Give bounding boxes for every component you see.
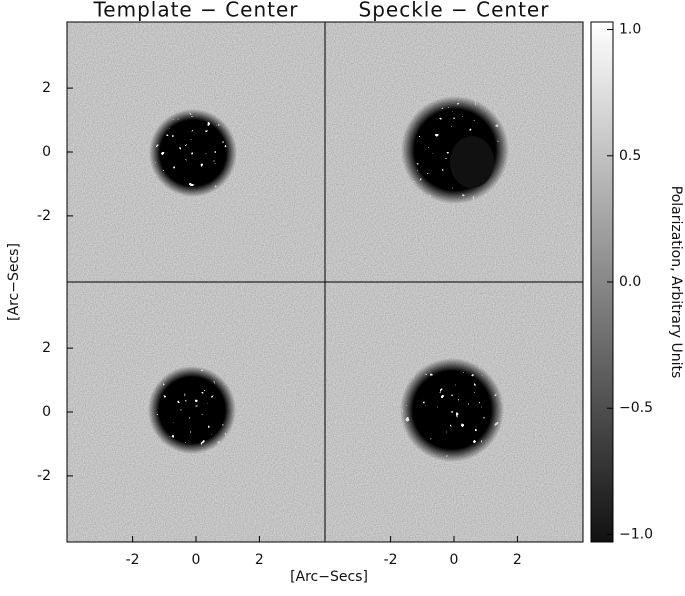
dark-lobe [450,136,494,188]
speckle-blob [395,352,515,472]
x-axis-label: [Arc−Secs] [290,569,368,585]
colorbar-tick-label: −0.5 [619,400,653,416]
speckle-blob [140,356,250,466]
y-tick-label: 0 [42,404,51,420]
colorbar-label: Polarization, Arbitrary Units [668,186,684,379]
y-tick-label: 0 [42,144,51,160]
x-tick-label: -2 [126,552,140,568]
colorbar-tick-label: −1.0 [619,526,653,542]
y-axis-label: [Arc−Secs] [6,243,22,321]
colorbar-tick-label: 1.0 [619,22,641,38]
y-tick-label: -2 [37,468,51,484]
x-tick-label: 0 [192,552,201,568]
panel-title: Template − Center [92,0,298,22]
y-tick-label: 2 [42,340,51,356]
x-tick-label: 2 [513,552,522,568]
x-tick-label: -2 [384,552,398,568]
y-tick-label: -2 [37,208,51,224]
colorbar-tick-label: 0.5 [619,148,641,164]
y-tick-label: 2 [42,80,51,96]
panel-title: Speckle − Center [359,0,550,22]
speckle-blob [140,100,250,210]
x-tick-label: 0 [450,552,459,568]
colorbar-tick-label: 0.0 [619,274,641,290]
x-tick-label: 2 [255,552,264,568]
